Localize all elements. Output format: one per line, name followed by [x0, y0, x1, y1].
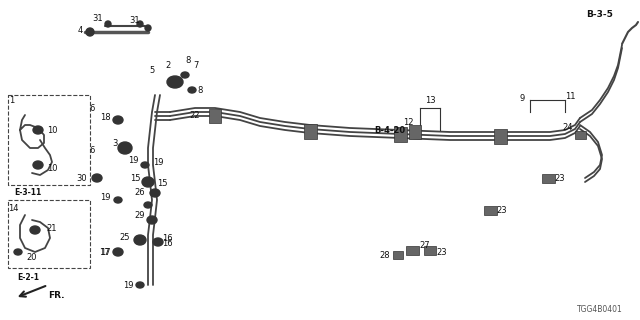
Bar	[483, 205, 497, 214]
Text: 23: 23	[436, 247, 447, 257]
Text: FR.: FR.	[48, 291, 65, 300]
Text: 30: 30	[77, 173, 87, 182]
Text: 10: 10	[47, 164, 57, 172]
Bar	[394, 126, 406, 141]
Ellipse shape	[114, 197, 122, 203]
Text: 27: 27	[420, 241, 430, 250]
Text: E-2-1: E-2-1	[17, 274, 39, 283]
Ellipse shape	[142, 177, 154, 187]
Text: 16: 16	[162, 234, 172, 243]
Bar	[8, 200, 90, 268]
Text: 17: 17	[100, 247, 110, 257]
Text: 15: 15	[157, 179, 167, 188]
Ellipse shape	[136, 282, 144, 288]
Bar	[209, 109, 221, 123]
Text: 8: 8	[186, 55, 191, 65]
Bar	[424, 245, 436, 254]
Text: 10: 10	[47, 125, 57, 134]
Text: 1: 1	[10, 95, 15, 105]
Ellipse shape	[147, 216, 157, 224]
Ellipse shape	[30, 226, 40, 234]
Text: 22: 22	[189, 110, 200, 119]
Text: 25: 25	[120, 233, 131, 242]
Bar	[303, 124, 317, 139]
Text: 8: 8	[197, 85, 203, 94]
Text: 5: 5	[149, 66, 155, 75]
Ellipse shape	[153, 238, 163, 246]
Text: 20: 20	[27, 253, 37, 262]
Text: 13: 13	[425, 95, 435, 105]
Text: 23: 23	[555, 173, 565, 182]
Text: E-3-11: E-3-11	[14, 188, 42, 196]
Ellipse shape	[14, 249, 22, 255]
Ellipse shape	[113, 116, 123, 124]
Bar	[393, 251, 403, 259]
Circle shape	[86, 28, 94, 36]
Text: B-4-20: B-4-20	[374, 125, 406, 134]
Text: 21: 21	[47, 223, 57, 233]
Text: 15: 15	[130, 173, 140, 182]
Ellipse shape	[144, 202, 152, 208]
Bar	[575, 131, 586, 139]
Text: 19: 19	[128, 156, 138, 164]
Ellipse shape	[141, 162, 149, 168]
Text: 6: 6	[90, 103, 95, 113]
Text: 4: 4	[77, 26, 83, 35]
Bar	[8, 95, 90, 185]
Text: 3: 3	[112, 139, 118, 148]
Text: 19: 19	[123, 281, 133, 290]
Text: 23: 23	[497, 205, 508, 214]
Text: TGG4B0401: TGG4B0401	[577, 306, 623, 315]
Text: 2: 2	[165, 60, 171, 69]
Bar	[406, 245, 419, 254]
Circle shape	[105, 21, 111, 27]
Text: 12: 12	[403, 117, 413, 126]
Text: 11: 11	[564, 92, 575, 100]
Text: 9: 9	[520, 93, 525, 102]
Text: 28: 28	[380, 251, 390, 260]
Ellipse shape	[150, 189, 160, 197]
Text: 6: 6	[90, 146, 95, 155]
Text: B-3-5: B-3-5	[587, 10, 613, 19]
Ellipse shape	[188, 87, 196, 93]
Ellipse shape	[33, 161, 43, 169]
Ellipse shape	[118, 142, 132, 154]
Ellipse shape	[92, 174, 102, 182]
Text: 17: 17	[99, 247, 109, 257]
Ellipse shape	[134, 235, 146, 245]
Bar	[493, 129, 506, 143]
Circle shape	[145, 25, 151, 31]
Text: 31: 31	[93, 13, 103, 22]
Text: 19: 19	[153, 157, 163, 166]
Circle shape	[137, 21, 143, 27]
Text: 18: 18	[100, 113, 110, 122]
Ellipse shape	[167, 76, 183, 88]
Ellipse shape	[33, 126, 43, 134]
Ellipse shape	[113, 248, 123, 256]
Bar	[541, 173, 554, 182]
Ellipse shape	[181, 72, 189, 78]
Text: 14: 14	[8, 204, 19, 212]
Text: 29: 29	[135, 211, 145, 220]
Text: 31: 31	[130, 15, 140, 25]
Text: 24: 24	[563, 123, 573, 132]
Text: 26: 26	[134, 188, 145, 196]
Text: 19: 19	[100, 193, 110, 202]
Text: 7: 7	[193, 60, 198, 69]
Text: 16: 16	[162, 238, 172, 247]
Bar	[409, 125, 421, 139]
